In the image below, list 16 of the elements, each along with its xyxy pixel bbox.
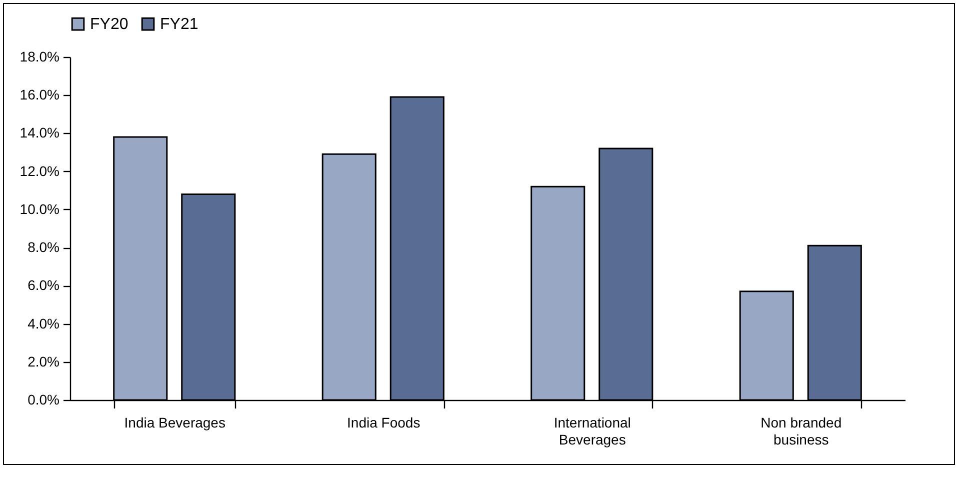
y-tick-label: 14.0% [20,124,60,141]
x-tick-label: Non branded business [760,414,842,448]
y-tick-label: 0.0% [28,392,60,408]
y-tick-label: 4.0% [28,315,60,332]
legend-label: FY21 [160,16,198,34]
y-tick-label: 6.0% [28,277,60,294]
y-tick-label: 18.0% [20,48,60,64]
legend-label: FY20 [90,16,128,34]
y-tick-label: 10.0% [20,200,60,217]
y-tick-label: 8.0% [28,239,60,256]
x-tick-label: India Foods [347,414,420,430]
y-tick-label: 2.0% [28,353,60,370]
y-tick-label: 16.0% [20,86,60,103]
x-tick-label: International Beverages [554,414,631,448]
y-tick-label: 12.0% [20,162,60,179]
x-tick-label: India Beverages [124,414,226,430]
